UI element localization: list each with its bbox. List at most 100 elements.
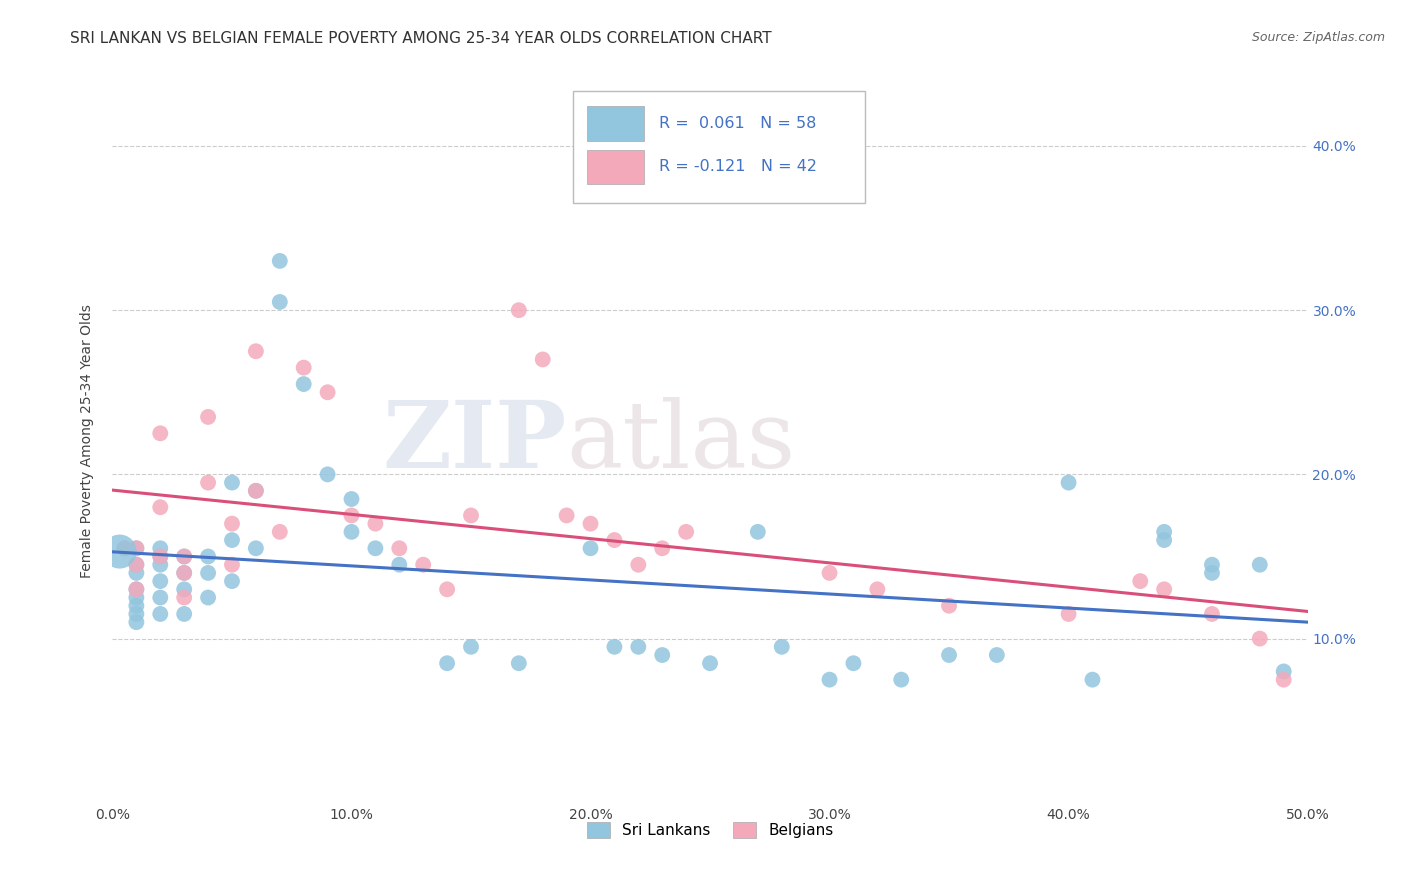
Point <box>316 385 339 400</box>
Text: R = -0.121   N = 42: R = -0.121 N = 42 <box>658 160 817 175</box>
Point <box>842 657 865 671</box>
Point <box>340 491 363 506</box>
Point <box>1153 533 1175 547</box>
Point <box>197 566 219 580</box>
Point <box>1129 574 1152 588</box>
Point <box>1081 673 1104 687</box>
Point <box>149 549 172 564</box>
Point <box>651 648 673 662</box>
Point <box>890 673 912 687</box>
FancyBboxPatch shape <box>586 150 644 185</box>
Y-axis label: Female Poverty Among 25-34 Year Olds: Female Poverty Among 25-34 Year Olds <box>80 304 94 579</box>
Point <box>125 558 148 572</box>
Point <box>114 541 135 556</box>
Point <box>221 533 243 547</box>
Point <box>125 541 148 556</box>
Point <box>197 549 219 564</box>
Point <box>1057 607 1080 621</box>
Point <box>1057 475 1080 490</box>
Point <box>245 344 267 359</box>
Point <box>938 648 960 662</box>
Point <box>125 615 148 630</box>
Point <box>221 558 243 572</box>
Text: Source: ZipAtlas.com: Source: ZipAtlas.com <box>1251 31 1385 45</box>
Point <box>125 599 148 613</box>
Text: ZIP: ZIP <box>382 397 567 486</box>
Point <box>269 295 291 310</box>
Point <box>108 544 131 558</box>
Point <box>675 524 697 539</box>
Point <box>555 508 578 523</box>
Point <box>149 558 172 572</box>
Point <box>364 541 387 556</box>
Point <box>603 640 626 654</box>
Point <box>818 673 841 687</box>
Point <box>245 483 267 498</box>
Point <box>747 524 769 539</box>
Point <box>197 409 219 424</box>
Point <box>125 541 148 556</box>
Text: R =  0.061   N = 58: R = 0.061 N = 58 <box>658 116 815 131</box>
Point <box>316 467 339 482</box>
Point <box>579 541 602 556</box>
Point <box>149 607 172 621</box>
Point <box>221 475 243 490</box>
Point <box>579 516 602 531</box>
Point <box>436 582 458 597</box>
Point <box>1153 582 1175 597</box>
Point <box>1272 665 1295 679</box>
Point <box>269 524 291 539</box>
Legend: Sri Lankans, Belgians: Sri Lankans, Belgians <box>579 814 841 846</box>
Point <box>1272 673 1295 687</box>
Point <box>197 475 219 490</box>
Point <box>1249 632 1271 646</box>
Point <box>114 541 135 556</box>
Point <box>292 377 315 392</box>
Point <box>173 582 195 597</box>
Point <box>699 657 721 671</box>
Point <box>340 508 363 523</box>
Point <box>292 360 315 375</box>
Point <box>1201 566 1223 580</box>
Text: atlas: atlas <box>567 397 796 486</box>
Point <box>627 558 650 572</box>
Point <box>149 426 172 441</box>
Point <box>770 640 793 654</box>
Point <box>221 574 243 588</box>
Point <box>173 549 195 564</box>
Point <box>388 558 411 572</box>
Point <box>125 607 148 621</box>
Point <box>986 648 1008 662</box>
Point <box>173 549 195 564</box>
Point <box>173 591 195 605</box>
Point <box>436 657 458 671</box>
Point <box>197 591 219 605</box>
Point <box>508 303 530 318</box>
FancyBboxPatch shape <box>586 106 644 141</box>
Point <box>173 566 195 580</box>
Point <box>221 516 243 531</box>
Point <box>125 558 148 572</box>
Point <box>245 483 267 498</box>
Point <box>149 591 172 605</box>
Point <box>173 607 195 621</box>
Point <box>866 582 889 597</box>
FancyBboxPatch shape <box>572 91 866 203</box>
Point <box>245 541 267 556</box>
Point <box>818 566 841 580</box>
Point <box>651 541 673 556</box>
Point <box>125 582 148 597</box>
Point <box>149 500 172 515</box>
Point <box>1201 607 1223 621</box>
Point <box>149 574 172 588</box>
Point <box>1249 558 1271 572</box>
Point <box>603 533 626 547</box>
Point <box>460 508 482 523</box>
Point <box>125 566 148 580</box>
Point <box>269 253 291 268</box>
Point <box>388 541 411 556</box>
Point <box>173 566 195 580</box>
Point <box>1201 558 1223 572</box>
Point <box>460 640 482 654</box>
Point <box>149 549 172 564</box>
